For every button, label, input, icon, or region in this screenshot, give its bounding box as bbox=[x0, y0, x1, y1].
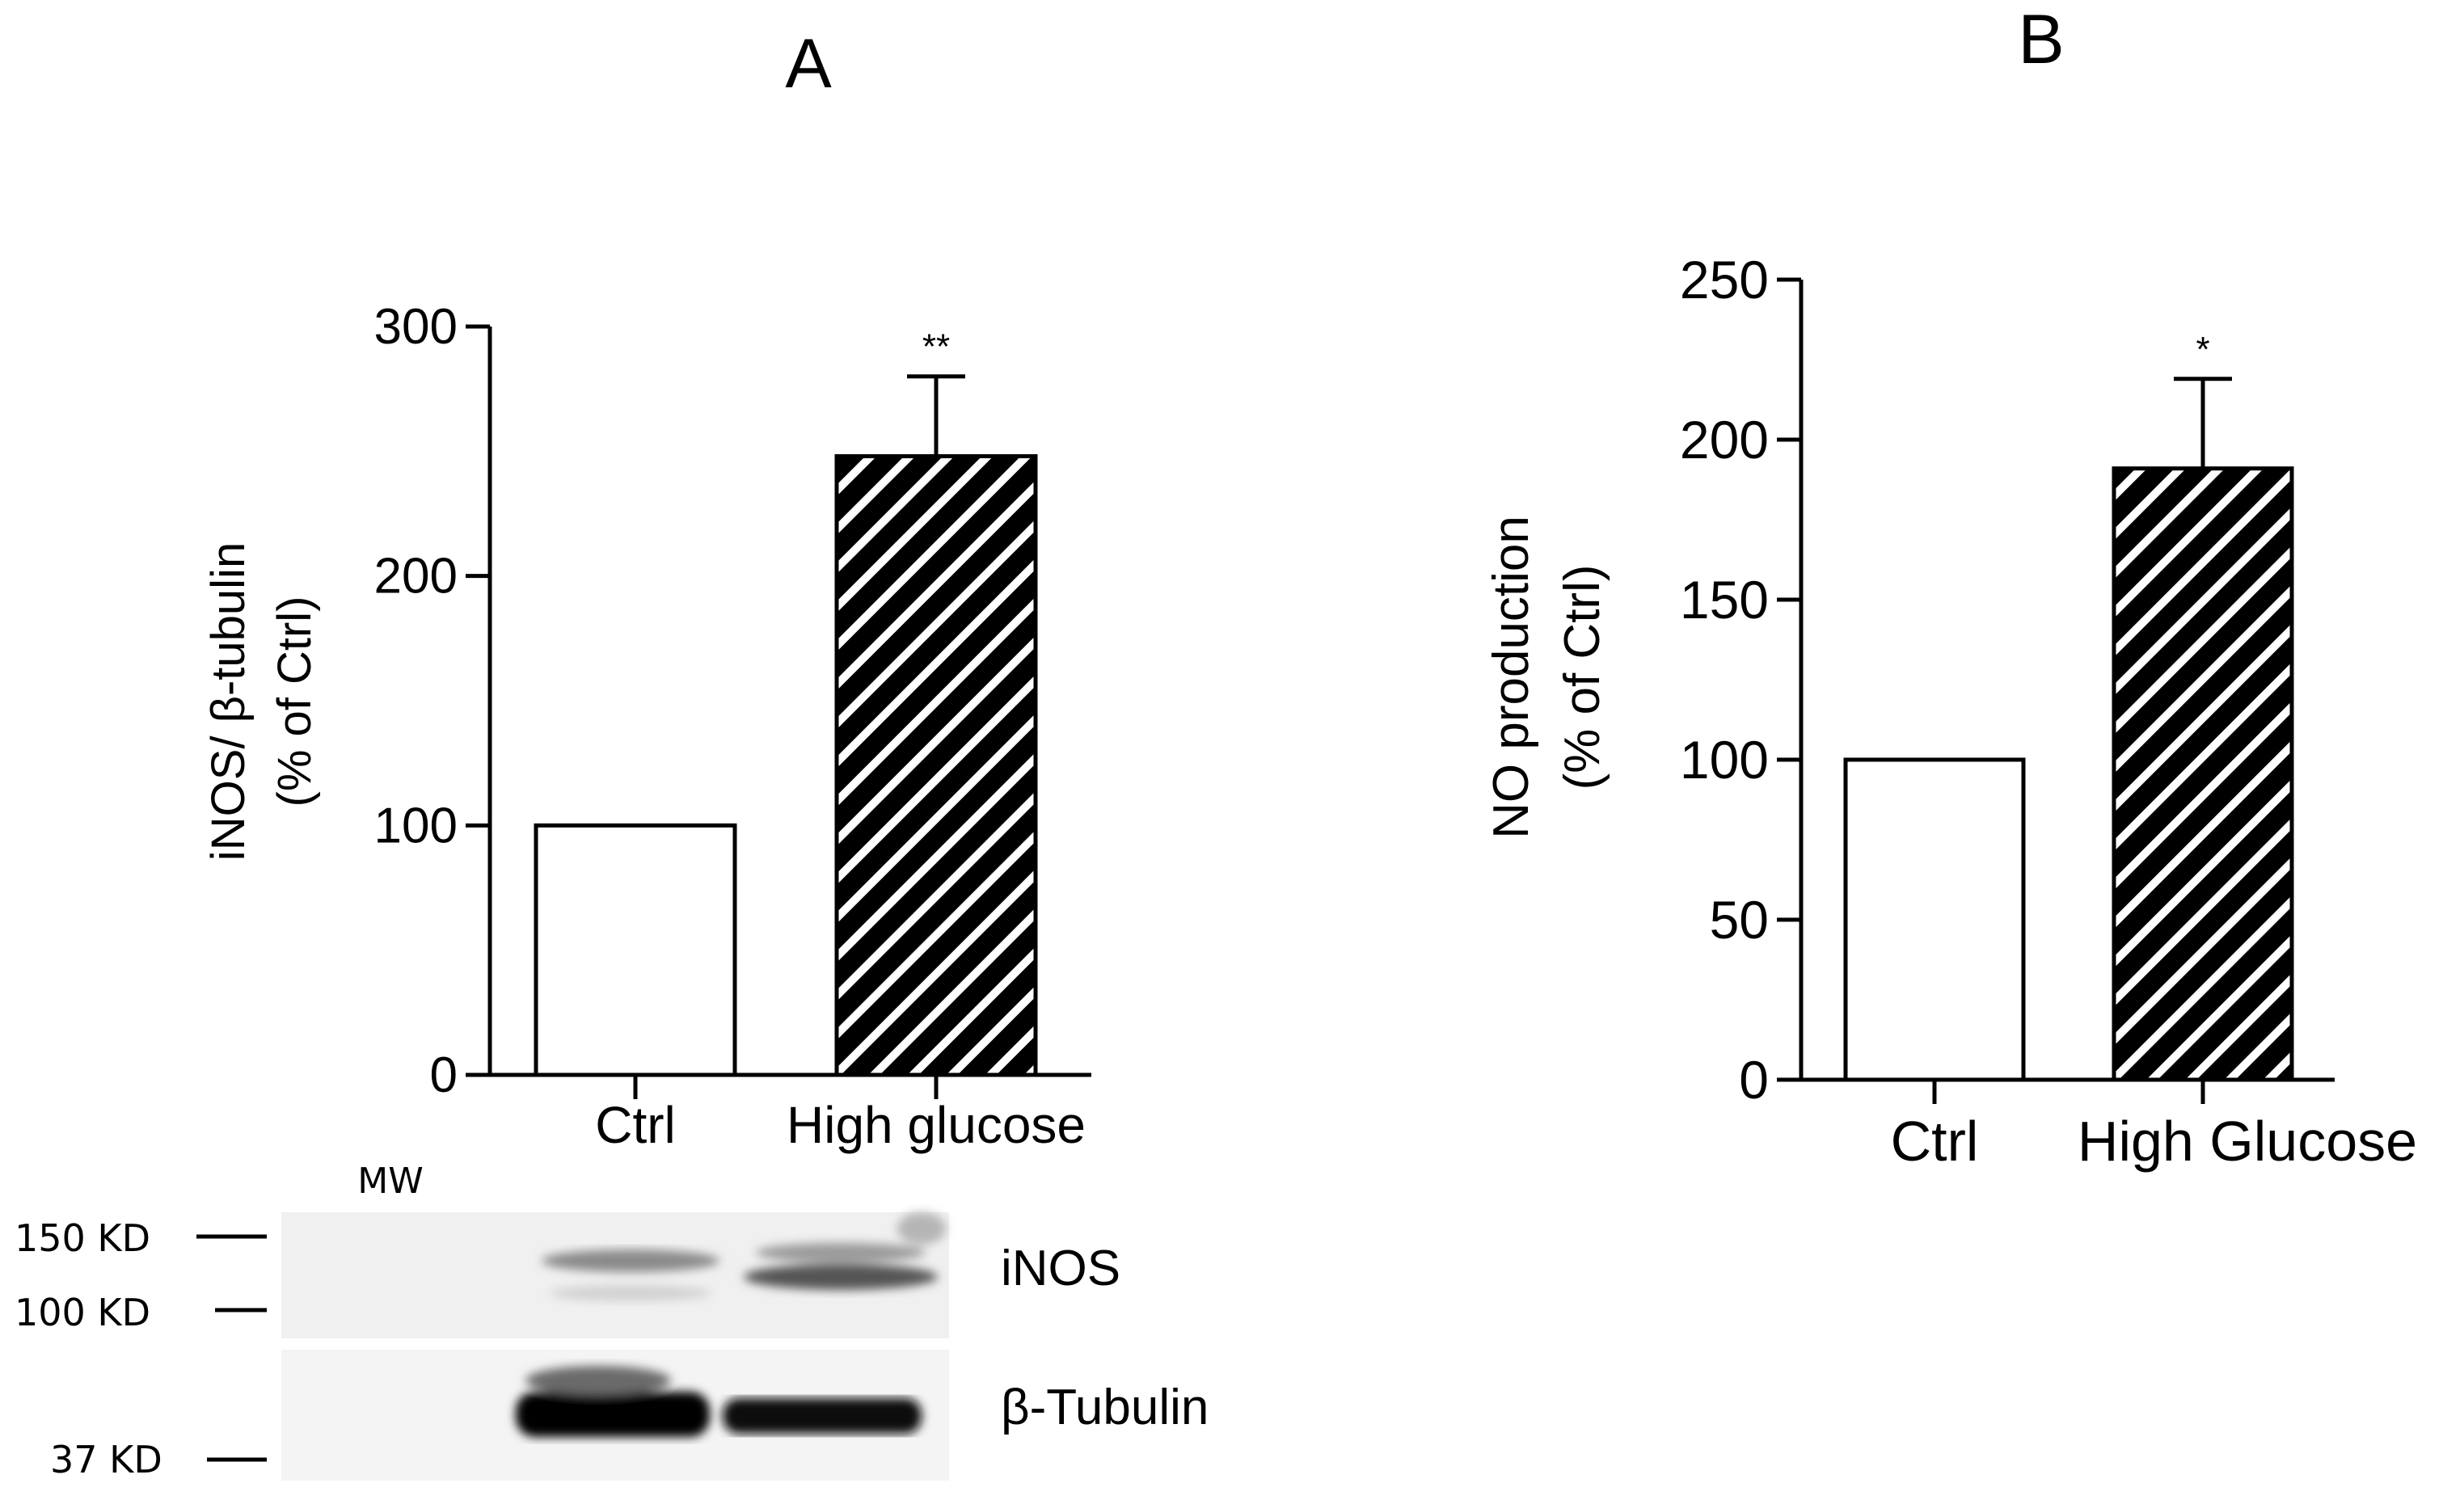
chart-b-ylabel-line1: NO production bbox=[1483, 516, 1539, 839]
chart-b: 0 50 100 150 200 250 NO production (% of Ctrl) C… bbox=[1483, 250, 2417, 1173]
chart-a-ytick-label: 200 bbox=[374, 549, 458, 605]
blot-band-tubulin-lane2 bbox=[516, 1366, 710, 1437]
chart-b-bar-0 bbox=[1843, 757, 2026, 1082]
chart-a-bar-0 bbox=[534, 823, 737, 1077]
marker-label-37: 37 KD bbox=[50, 1438, 162, 1481]
chart-a-ylabel-line1: iNOS/ β-tubulin bbox=[202, 542, 255, 861]
chart-a-category-label-0: Ctrl bbox=[595, 1096, 676, 1154]
chart-b-bar-1 bbox=[2112, 466, 2294, 1082]
panel-letter-a: A bbox=[785, 25, 832, 103]
chart-b-category-label-1: High Glucose bbox=[2078, 1110, 2417, 1173]
blot-label-tubulin: β-Tubulin bbox=[1001, 1380, 1209, 1435]
chart-a-ylabel-line2: (% of Ctrl) bbox=[268, 596, 321, 807]
chart-b-ytick-label: 150 bbox=[1680, 570, 1769, 630]
chart-a-ytick-label: 100 bbox=[374, 798, 458, 853]
chart-b-ytick-label: 100 bbox=[1680, 730, 1769, 790]
blot-mw-header: MW bbox=[357, 1161, 423, 1202]
blot-band-tubulin-lane3 bbox=[723, 1398, 922, 1434]
blot-label-inos: iNOS bbox=[1001, 1241, 1120, 1296]
marker-label-100: 100 KD bbox=[15, 1291, 150, 1334]
chart-b-ytick-label: 200 bbox=[1680, 410, 1769, 470]
chart-a-ytick-label: 0 bbox=[430, 1047, 458, 1103]
chart-a: 0 100 200 300 iNOS/ β-tubulin (% of Ctrl) Ctrl… bbox=[202, 299, 1091, 1154]
western-blot: MW 150 KD 100 KD 37 KD iNOS β-Tubulin bbox=[15, 1161, 1209, 1481]
marker-label-150: 150 KD bbox=[15, 1216, 150, 1260]
chart-a-ytick-label: 300 bbox=[374, 299, 458, 355]
chart-a-category-label-1: High glucose bbox=[787, 1096, 1086, 1154]
chart-b-ytick-label: 0 bbox=[1739, 1050, 1769, 1110]
chart-b-ylabel-line2: (% of Ctrl) bbox=[1555, 565, 1610, 790]
chart-a-bar-1 bbox=[834, 454, 1038, 1077]
blot-band-inos-lane2 bbox=[542, 1249, 719, 1301]
chart-b-significance-1: * bbox=[2196, 330, 2209, 369]
chart-a-significance-1: ** bbox=[922, 327, 950, 367]
blot-band-inos-lane3 bbox=[744, 1212, 946, 1290]
chart-b-ytick-label: 50 bbox=[1710, 890, 1769, 950]
panel-letter-b: B bbox=[2018, 1, 2064, 78]
chart-b-ytick-label: 250 bbox=[1680, 250, 1769, 310]
chart-b-category-label-0: Ctrl bbox=[1891, 1110, 1979, 1173]
